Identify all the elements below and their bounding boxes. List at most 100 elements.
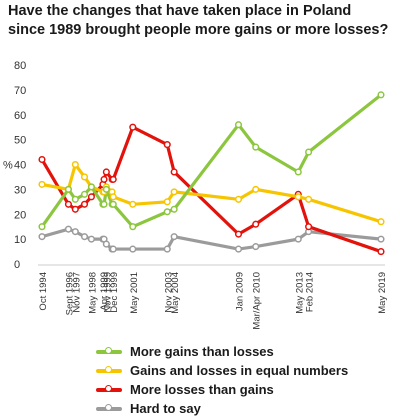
- legend-marker: [105, 346, 112, 354]
- legend-swatch: [96, 346, 122, 354]
- x-tick-label: May 2004: [170, 272, 181, 314]
- data-point: [102, 168, 110, 176]
- chart-title-line-2: since 1989 brought people more gains or …: [8, 22, 389, 38]
- data-point: [163, 141, 171, 149]
- legend: More gains than losses Gains and losses i…: [96, 342, 348, 418]
- data-point: [64, 185, 72, 193]
- data-point: [100, 175, 108, 183]
- data-point: [64, 225, 72, 233]
- x-tick-label: Jan 2009: [235, 272, 246, 311]
- data-point: [252, 185, 260, 193]
- data-point: [100, 200, 108, 208]
- data-point: [38, 233, 46, 241]
- data-point: [87, 193, 95, 201]
- data-point: [170, 205, 178, 213]
- y-axis: 0 10 20 30 40 50 60 70 80%: [3, 60, 26, 271]
- y-tick-label: 40: [14, 160, 26, 172]
- legend-marker: [105, 365, 112, 373]
- data-point: [170, 188, 178, 196]
- legend-marker: [105, 403, 112, 411]
- data-point: [80, 200, 89, 208]
- data-point: [80, 173, 89, 181]
- legend-swatch: [96, 403, 122, 411]
- legend-label: More losses than gains: [130, 382, 274, 397]
- data-point: [377, 248, 385, 256]
- y-tick-label: 0: [14, 259, 20, 271]
- data-point: [71, 160, 79, 169]
- data-point: [163, 208, 171, 216]
- data-point: [64, 200, 72, 208]
- data-point: [305, 148, 313, 156]
- data-point: [129, 123, 137, 131]
- data-point: [38, 180, 46, 188]
- chart-title: Have the changes that have taken place i…: [8, 2, 396, 40]
- data-point: [80, 190, 89, 198]
- data-point: [234, 121, 243, 129]
- data-point: [294, 235, 302, 243]
- data-point: [80, 233, 89, 241]
- data-point: [377, 218, 385, 226]
- data-point: [170, 233, 178, 241]
- data-point: [102, 240, 110, 248]
- x-tick-label: Nov 1999: [102, 272, 113, 313]
- data-point: [71, 205, 79, 213]
- y-tick-label: 60: [14, 110, 26, 122]
- data-point: [109, 245, 117, 253]
- y-tick-label: 80: [14, 60, 26, 72]
- data-point: [305, 223, 313, 231]
- data-point: [129, 223, 137, 231]
- legend-item: More gains than losses: [96, 342, 348, 361]
- data-point: [87, 235, 95, 243]
- y-tick-label: 20: [14, 209, 26, 221]
- data-point: [38, 155, 46, 164]
- data-point: [377, 91, 385, 99]
- x-tick-label: Sept 1996: [64, 272, 75, 315]
- data-point: [102, 185, 110, 193]
- data-point: [109, 193, 117, 201]
- x-tick-label: Nov 1997: [71, 272, 82, 313]
- legend-marker: [105, 384, 112, 392]
- x-tick-label: Nov 2003: [163, 272, 174, 313]
- legend-label: More gains than losses: [130, 344, 274, 359]
- x-tick-label: May 1998: [87, 272, 98, 314]
- data-point: [252, 243, 260, 251]
- data-point: [129, 245, 137, 253]
- data-point: [252, 220, 260, 228]
- legend-swatch: [96, 365, 122, 373]
- y-tick-label: 30: [14, 184, 26, 196]
- data-point: [109, 200, 117, 208]
- x-tick-label: Oct 1994: [38, 272, 49, 311]
- legend-label: Hard to say: [130, 401, 201, 416]
- legend-item: Gains and losses in equal numbers: [96, 361, 348, 380]
- data-point: [71, 228, 79, 236]
- data-point: [294, 168, 302, 176]
- data-point: [377, 235, 385, 243]
- y-tick-label: 50: [14, 135, 26, 147]
- chart-title-line-1: Have the changes that have taken place i…: [8, 3, 352, 19]
- x-tick-label: May 2019: [377, 272, 388, 314]
- series-markers: [38, 91, 385, 256]
- y-tick-label: 70: [14, 85, 26, 97]
- data-point: [234, 195, 243, 203]
- data-point: [163, 245, 171, 253]
- y-axis-label: %: [3, 160, 13, 172]
- data-point: [294, 193, 302, 201]
- y-tick-label: 10: [14, 234, 26, 246]
- data-point: [234, 245, 243, 253]
- data-point: [305, 195, 313, 203]
- legend-swatch: [96, 384, 122, 392]
- data-point: [71, 195, 79, 203]
- x-tick-label: Feb 2014: [305, 272, 316, 312]
- data-point: [38, 223, 46, 231]
- x-tick-label: May 2013: [294, 272, 305, 314]
- data-point: [129, 200, 137, 208]
- data-point: [109, 175, 117, 183]
- x-tick-label: Mar/Apr 2010: [252, 272, 263, 330]
- x-tick-label: Dec 1999: [109, 272, 120, 313]
- data-point: [252, 143, 260, 151]
- data-point: [87, 183, 95, 191]
- series-lines: [40, 93, 383, 254]
- x-tick-label: Apr 1999: [99, 272, 110, 311]
